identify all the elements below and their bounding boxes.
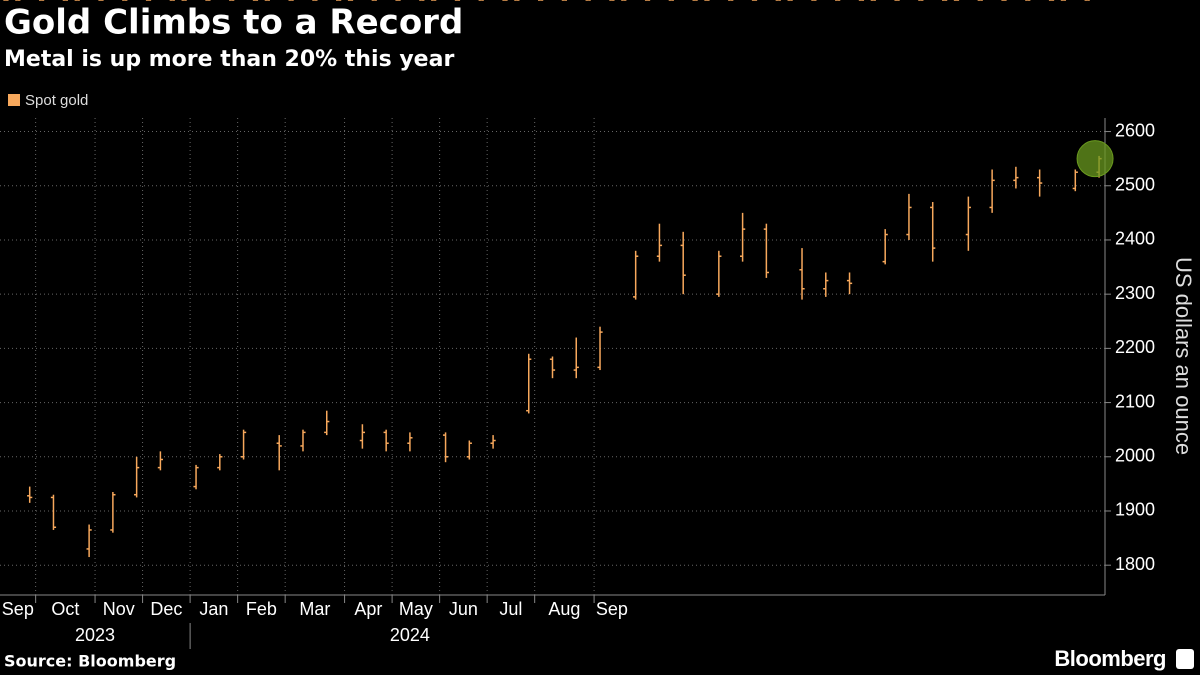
year-label: 2024 (390, 625, 430, 645)
y-tick-label: 1900 (1115, 500, 1155, 520)
year-label: 2023 (75, 625, 115, 645)
source-note: Source: Bloomberg (4, 652, 176, 671)
x-tick-label: Dec (150, 599, 182, 619)
chart-subtitle: Metal is up more than 20% this year (4, 47, 454, 72)
y-tick-label: 2300 (1115, 283, 1155, 303)
legend-label: Spot gold (25, 92, 88, 109)
x-tick-label: Jul (499, 599, 522, 619)
x-tick-label: Nov (103, 599, 135, 619)
y-axis-title: US dollars an ounce (1171, 257, 1196, 455)
x-tick-label: Sep (596, 599, 628, 619)
x-tick-label: Feb (246, 599, 277, 619)
x-tick-label: Oct (51, 599, 79, 619)
x-tick-label: Apr (354, 599, 382, 619)
y-tick-label: 1800 (1115, 554, 1155, 574)
chart-title: Gold Climbs to a Record (4, 3, 463, 43)
brand-icon (1176, 649, 1194, 669)
y-tick-label: 2500 (1115, 175, 1155, 195)
x-tick-label: Jan (199, 599, 228, 619)
y-tick-label: 2200 (1115, 337, 1155, 357)
y-tick-label: 2400 (1115, 229, 1155, 249)
x-tick-label: May (399, 599, 433, 619)
x-tick-label: Mar (299, 599, 330, 619)
x-tick-label: Jun (449, 599, 478, 619)
y-tick-label: 2100 (1115, 391, 1155, 411)
y-tick-label: 2600 (1115, 120, 1155, 140)
y-tick-label: 2000 (1115, 446, 1155, 466)
x-tick-label: Sep (2, 599, 34, 619)
legend-swatch (8, 94, 20, 106)
brand: Bloomberg (1054, 646, 1166, 671)
record-highlight (1076, 140, 1114, 178)
x-tick-label: Aug (548, 599, 580, 619)
